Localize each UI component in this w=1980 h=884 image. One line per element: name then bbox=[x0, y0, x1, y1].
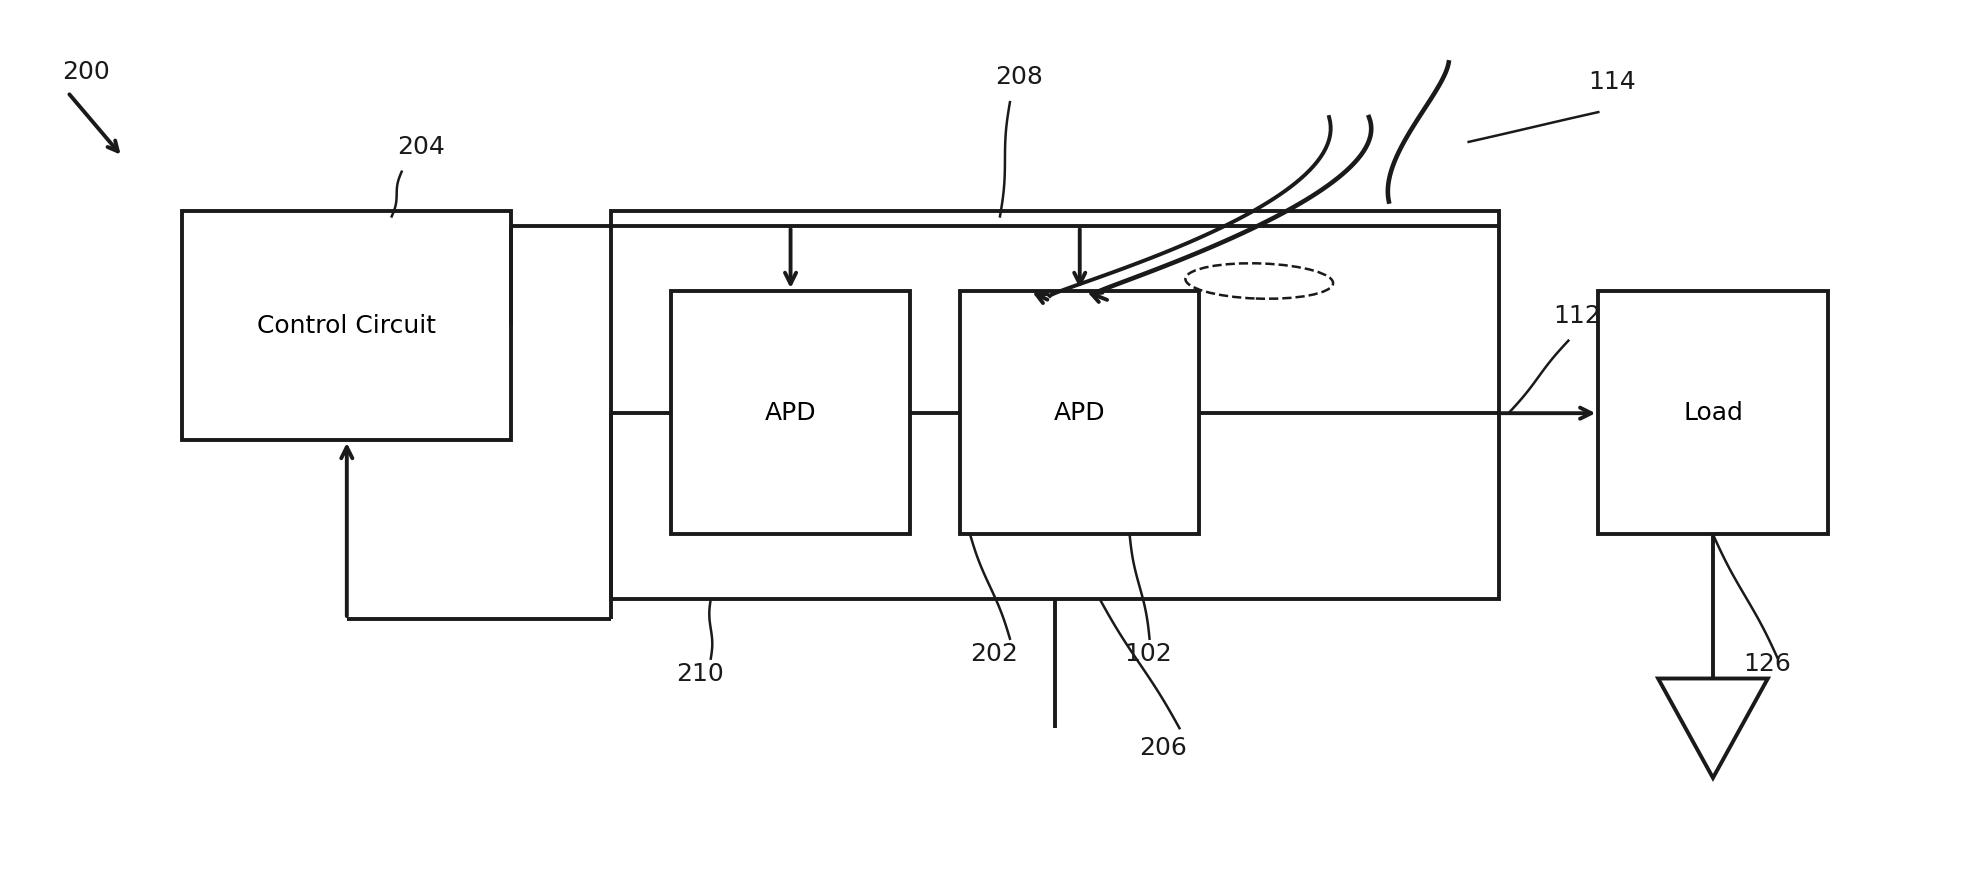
Text: 112: 112 bbox=[1554, 304, 1602, 328]
Text: Control Circuit: Control Circuit bbox=[257, 314, 436, 338]
Text: 200: 200 bbox=[63, 60, 111, 84]
Text: 202: 202 bbox=[970, 642, 1018, 666]
Text: 102: 102 bbox=[1125, 642, 1172, 666]
Bar bbox=[960, 291, 1200, 535]
Text: Load: Load bbox=[1683, 400, 1742, 424]
Text: 206: 206 bbox=[1140, 736, 1188, 760]
Text: 126: 126 bbox=[1742, 652, 1790, 675]
Text: 114: 114 bbox=[1588, 70, 1635, 95]
Text: 210: 210 bbox=[675, 661, 723, 685]
Bar bbox=[671, 291, 911, 535]
Text: APD: APD bbox=[764, 400, 816, 424]
Bar bbox=[612, 211, 1499, 599]
Bar bbox=[182, 211, 511, 440]
Text: 208: 208 bbox=[996, 65, 1043, 89]
Bar bbox=[1598, 291, 1828, 535]
Text: 204: 204 bbox=[396, 135, 446, 159]
Text: APD: APD bbox=[1053, 400, 1105, 424]
